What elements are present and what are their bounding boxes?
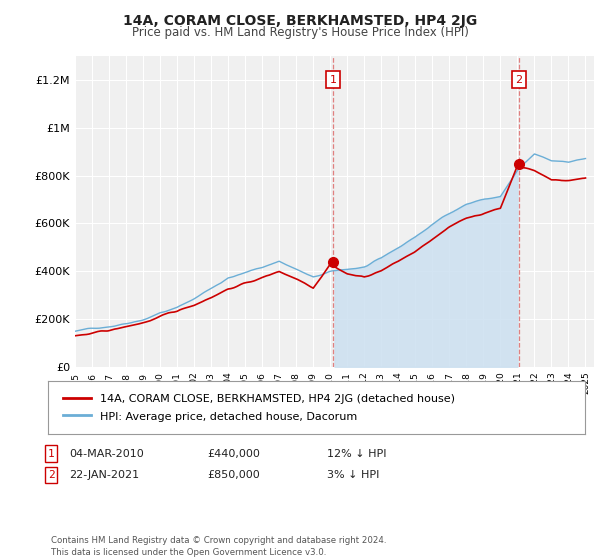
Text: 22-JAN-2021: 22-JAN-2021 bbox=[69, 470, 139, 480]
Text: Price paid vs. HM Land Registry's House Price Index (HPI): Price paid vs. HM Land Registry's House … bbox=[131, 26, 469, 39]
Text: 1: 1 bbox=[47, 449, 55, 459]
Text: 1: 1 bbox=[329, 74, 337, 85]
Text: 2: 2 bbox=[515, 74, 522, 85]
Text: Contains HM Land Registry data © Crown copyright and database right 2024.
This d: Contains HM Land Registry data © Crown c… bbox=[51, 536, 386, 557]
Text: £850,000: £850,000 bbox=[207, 470, 260, 480]
Text: 2: 2 bbox=[47, 470, 55, 480]
Text: 12% ↓ HPI: 12% ↓ HPI bbox=[327, 449, 386, 459]
Text: 3% ↓ HPI: 3% ↓ HPI bbox=[327, 470, 379, 480]
Legend: 14A, CORAM CLOSE, BERKHAMSTED, HP4 2JG (detached house), HPI: Average price, det: 14A, CORAM CLOSE, BERKHAMSTED, HP4 2JG (… bbox=[59, 389, 460, 426]
Text: 04-MAR-2010: 04-MAR-2010 bbox=[69, 449, 144, 459]
Text: 14A, CORAM CLOSE, BERKHAMSTED, HP4 2JG: 14A, CORAM CLOSE, BERKHAMSTED, HP4 2JG bbox=[123, 14, 477, 28]
Text: £440,000: £440,000 bbox=[207, 449, 260, 459]
